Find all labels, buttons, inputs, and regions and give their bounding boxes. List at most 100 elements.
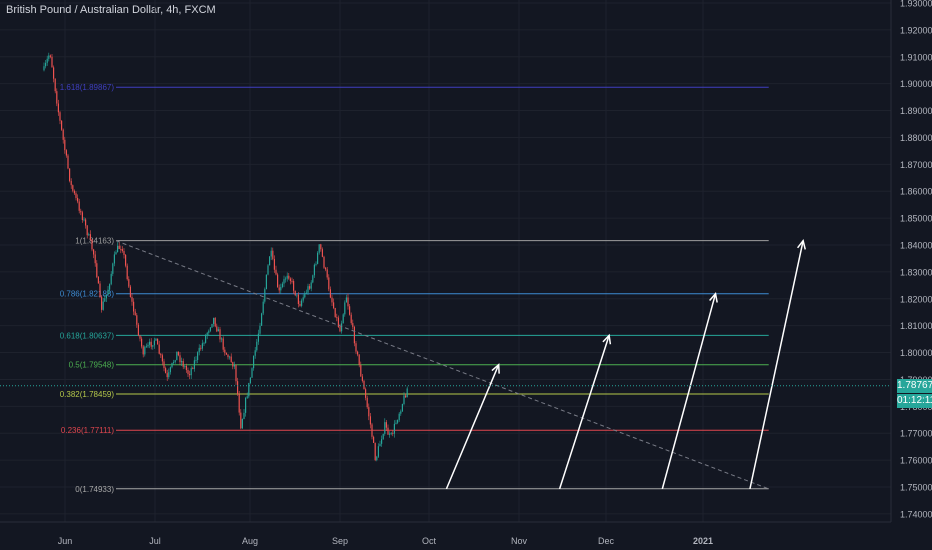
candle-body — [313, 264, 315, 276]
candle-body — [262, 301, 264, 314]
candle-body — [221, 338, 223, 340]
price-tick-label: 1.75000 — [900, 483, 932, 493]
candle-body — [86, 225, 88, 236]
candle-body — [267, 265, 269, 275]
candle-body — [155, 338, 157, 341]
price-tick-label: 1.81000 — [900, 321, 932, 331]
candle-body — [240, 412, 242, 429]
fib-level-label: 1.618(1.89867) — [60, 83, 115, 92]
projection-arrow[interactable] — [749, 240, 804, 490]
candle-body — [334, 307, 336, 318]
candle-body — [296, 294, 298, 296]
candle-body — [318, 244, 320, 253]
candle-body — [291, 280, 293, 282]
candle-body — [94, 254, 96, 264]
candle-body — [165, 368, 167, 374]
price-tick-label: 1.92000 — [900, 25, 932, 35]
fib-level-label: 0.618(1.80637) — [60, 331, 115, 340]
projection-arrow[interactable] — [661, 293, 717, 490]
candle-body — [64, 139, 66, 151]
candle-body — [217, 329, 219, 332]
candle-body — [353, 326, 355, 344]
candle-body — [365, 389, 367, 398]
candle-body — [192, 368, 194, 369]
candle-body — [171, 362, 173, 368]
price-tick-label: 1.83000 — [900, 267, 932, 277]
grid — [0, 0, 891, 522]
candle-body — [176, 351, 178, 361]
candle-body — [53, 67, 55, 79]
candle-body — [126, 265, 128, 280]
candle-body — [400, 411, 402, 414]
candle-body — [174, 360, 176, 363]
candle-body — [49, 55, 51, 57]
candle-body — [235, 364, 237, 382]
candle-body — [257, 333, 259, 342]
candle-body — [381, 439, 383, 444]
candle-body — [294, 290, 296, 296]
trendline[interactable] — [115, 240, 769, 490]
fibonacci-retracement[interactable]: 0(1.74933) 0.236(1.77111) 0.382(1.78459) 0.… — [60, 83, 769, 494]
candle-body — [397, 420, 399, 423]
candle-body — [149, 341, 151, 345]
candle-body — [43, 66, 45, 71]
candle-body — [201, 343, 203, 349]
time-tick-label: Oct — [422, 536, 437, 546]
price-tick-label: 1.88000 — [900, 133, 932, 143]
candle-body — [75, 193, 77, 198]
price-tick-label: 1.80000 — [900, 348, 932, 358]
candle-body — [238, 394, 240, 413]
candle-body — [264, 289, 266, 302]
candle-body — [229, 356, 231, 358]
candle-body — [77, 197, 79, 202]
candle-body — [227, 354, 229, 358]
projection-arrow[interactable] — [558, 335, 610, 490]
candle-body — [168, 372, 170, 378]
candle-body — [181, 361, 183, 363]
candle-body — [305, 292, 307, 294]
candle-body — [331, 297, 333, 303]
price-tick-label: 1.86000 — [900, 187, 932, 197]
candle-body — [56, 91, 58, 104]
candle-body — [328, 277, 330, 290]
candle-body — [93, 249, 95, 255]
candle-body — [259, 325, 261, 334]
candle-body — [182, 361, 184, 367]
time-tick-label: Aug — [242, 536, 258, 546]
price-axis[interactable]: 1.93000 1.92000 1.91000 1.90000 1.89000 1.880… — [900, 0, 932, 519]
candle-body — [158, 344, 160, 354]
fib-level-label: 0(1.74933) — [75, 485, 114, 494]
candle-body — [134, 311, 136, 316]
candle-body — [393, 423, 395, 434]
candle-body — [99, 283, 101, 298]
candle-body — [293, 281, 295, 291]
candle-body — [197, 352, 199, 360]
candle-body — [205, 335, 207, 343]
candle-body — [190, 368, 192, 376]
price-tick-label: 1.87000 — [900, 160, 932, 170]
time-axis[interactable]: Jun Jul Aug Sep Oct Nov Dec 2021 — [58, 536, 713, 546]
candle-body — [369, 416, 371, 425]
candle-body — [83, 219, 85, 221]
arrowhead — [491, 363, 500, 374]
candle-body — [272, 250, 274, 259]
candle-body — [224, 349, 226, 353]
candle-body — [288, 275, 290, 279]
candle-body — [395, 422, 397, 424]
candle-body — [67, 155, 69, 169]
candle-body — [225, 352, 227, 355]
projection-arrow[interactable] — [445, 364, 500, 490]
candle-body — [112, 263, 114, 274]
candle-body — [248, 382, 250, 397]
candle-body — [405, 395, 407, 398]
candle-body — [139, 335, 141, 339]
candle-body — [374, 442, 376, 461]
candle-body — [317, 252, 319, 264]
candle-body — [91, 239, 93, 250]
candle-body — [51, 56, 53, 68]
candle-body — [254, 350, 256, 356]
dashed-trendline[interactable] — [115, 240, 769, 490]
candle-body — [73, 190, 75, 194]
candle-body — [198, 347, 200, 353]
